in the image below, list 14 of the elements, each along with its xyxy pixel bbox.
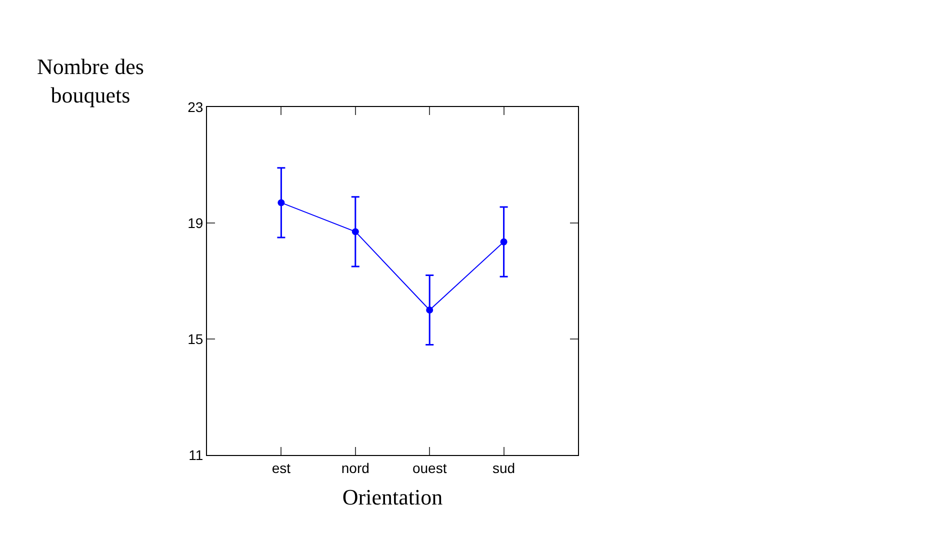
y-tick-label: 15 (188, 330, 204, 347)
y-tick-label: 19 (188, 214, 204, 231)
x-tick-label: nord (341, 460, 370, 476)
point (278, 199, 285, 206)
y-tick-label: 23 (188, 98, 204, 115)
y-axis-title: Nombre des bouquets (37, 54, 144, 108)
x-tick-label: est (272, 460, 291, 476)
x-tick-label: sud (492, 460, 516, 476)
x-axis-title: Orientation (342, 484, 443, 510)
y-tick-label: 11 (188, 446, 204, 463)
point (500, 238, 508, 246)
point (352, 228, 359, 236)
point (426, 306, 434, 314)
x-tick-label: ouest (412, 460, 447, 476)
